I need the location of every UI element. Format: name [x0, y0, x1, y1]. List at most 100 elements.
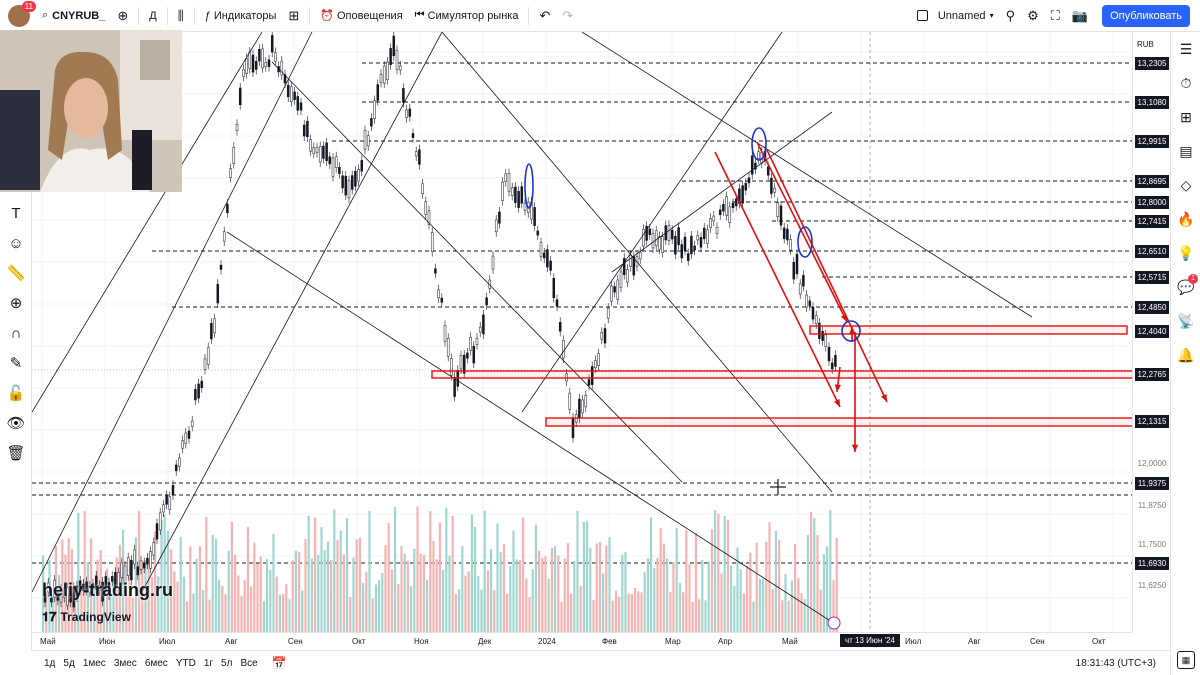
alerts-button[interactable]: ⏰ Оповещения: [314, 0, 408, 32]
time-axis[interactable]: чт 13 Июн '24 Май Июн Июл Авг Сен Окт Ноя Дек 20…: [32, 632, 1132, 650]
publish-button[interactable]: Опубликовать: [1102, 4, 1190, 27]
settings-icon[interactable]: ⚙: [1027, 7, 1039, 23]
range-button-7[interactable]: 5л: [221, 657, 233, 669]
volume-bar: [685, 530, 688, 632]
volume-bar: [93, 585, 96, 632]
quick-search-icon[interactable]: ⚲: [1005, 7, 1016, 23]
range-button-4[interactable]: 6мес: [144, 657, 168, 669]
candle-body: [821, 331, 824, 341]
range-button-6[interactable]: 1г: [203, 657, 214, 669]
volume-bar: [397, 583, 400, 632]
range-button-2[interactable]: 1мес: [82, 657, 106, 669]
redo-icon[interactable]: ↷: [562, 7, 574, 23]
compare-add-icon[interactable]: ⊕: [117, 7, 129, 23]
candle-body: [642, 229, 645, 247]
symbol-search[interactable]: ⌕ CNYRUB_: [36, 0, 111, 32]
volume-bar: [694, 533, 697, 632]
templates-icon[interactable]: ⊞: [288, 7, 300, 23]
candle-body: [91, 583, 95, 589]
clock[interactable]: 18:31:43 (UTC+3): [1075, 657, 1156, 669]
hotlist-flame-icon[interactable]: 🔥: [1177, 210, 1195, 227]
indicators-button[interactable]: ƒ Индикаторы: [199, 0, 283, 32]
undo-icon[interactable]: ↶: [539, 7, 551, 23]
candle-body: [536, 230, 540, 236]
candle-body: [216, 283, 220, 304]
candle-body: [459, 355, 463, 370]
object-tree-icon[interactable]: ▤: [1179, 142, 1193, 159]
candle-body: [709, 217, 712, 229]
volume-bar: [298, 551, 301, 632]
range-button-3[interactable]: 3мес: [113, 657, 137, 669]
range-button-0[interactable]: 1д: [44, 657, 56, 669]
candle-body: [168, 496, 172, 510]
text-tool-icon[interactable]: T: [11, 204, 21, 222]
indicators-icon: ƒ: [204, 9, 211, 22]
lock-icon[interactable]: 🔓: [6, 385, 26, 402]
volume-bar: [602, 573, 605, 632]
volume-bar: [634, 588, 637, 632]
candle-body: [130, 560, 133, 581]
volume-bar: [707, 561, 710, 632]
replay-button[interactable]: ⏮ Симулятор рынка: [409, 0, 525, 32]
add-alert-icon[interactable]: ⊞: [1180, 108, 1192, 125]
ruler-icon[interactable]: 📏: [6, 265, 26, 282]
magnet-icon[interactable]: ∩: [10, 324, 22, 342]
range-button-5[interactable]: YTD: [175, 657, 196, 669]
fullscreen-icon[interactable]: ⛶: [1050, 7, 1060, 23]
trend-line: [141, 31, 443, 593]
notifications-bell-icon[interactable]: 🔔: [1177, 346, 1195, 363]
alerts-clock-icon[interactable]: ⏱: [1180, 74, 1192, 91]
chart-pane[interactable]: [31, 30, 1138, 632]
chat-icon[interactable]: 💬 1: [1171, 270, 1200, 304]
candle-body: [680, 244, 684, 259]
ideas-bulb-icon[interactable]: 💡: [1177, 244, 1195, 261]
emoji-icon[interactable]: ☺: [8, 234, 24, 252]
volume-bar: [518, 560, 521, 632]
red-arrow: [714, 151, 841, 408]
candle-body: [363, 130, 367, 150]
volume-bar: [304, 539, 307, 632]
layout-menu[interactable]: Unnamed ▾: [911, 0, 1000, 32]
volume-bar: [416, 506, 419, 632]
candle-body: [117, 572, 120, 589]
volume-bar: [205, 516, 208, 632]
time-tick-label: Июн: [99, 637, 116, 646]
volume-bar: [90, 538, 93, 632]
user-avatar[interactable]: 11: [8, 0, 36, 27]
eye-icon[interactable]: 👁: [6, 415, 26, 432]
range-button-1[interactable]: 5д: [63, 657, 75, 669]
volume-bar: [346, 518, 349, 632]
zoom-in-icon[interactable]: ⊕: [9, 295, 23, 312]
volume-bar: [371, 598, 374, 632]
candle-body: [251, 54, 255, 73]
date-range-icon[interactable]: 📅: [271, 656, 287, 670]
candle-body: [421, 183, 424, 194]
chart-canvas[interactable]: [31, 30, 1138, 632]
candle-body: [296, 96, 300, 111]
streams-icon[interactable]: 📡: [1177, 312, 1195, 329]
time-tick-label: Авг: [225, 637, 238, 646]
trend-line: [611, 111, 833, 273]
trash-icon[interactable]: 🗑: [6, 445, 26, 462]
volume-bar: [582, 522, 585, 632]
interval-button[interactable]: Д: [149, 9, 157, 22]
volume-bar: [525, 578, 528, 632]
range-button-8[interactable]: Все: [240, 657, 258, 669]
candles-icon[interactable]: ⫼: [177, 7, 184, 23]
volume-bar: [758, 579, 761, 632]
volume-bar: [675, 527, 678, 632]
volume-bar: [150, 576, 153, 632]
candle-body: [606, 308, 610, 319]
layout-name: Unnamed: [937, 9, 986, 22]
candle-body: [267, 59, 271, 67]
pencil-lock-icon[interactable]: ✎: [9, 355, 23, 372]
chat-badge: 1: [1188, 274, 1198, 284]
layout-grid-icon[interactable]: ▦: [1177, 651, 1195, 669]
camera-icon[interactable]: 📷: [1071, 7, 1089, 23]
volume-bar: [186, 601, 189, 632]
volume-bar: [726, 519, 729, 632]
layers-icon[interactable]: ◇: [1180, 176, 1192, 193]
price-axis[interactable]: RUB 13,2305 13,1080 12,9915 12,8695 12,8000 1…: [1132, 32, 1170, 632]
symbol-name: CNYRUB_: [52, 9, 106, 22]
watchlist-icon[interactable]: ☰: [1179, 40, 1193, 57]
